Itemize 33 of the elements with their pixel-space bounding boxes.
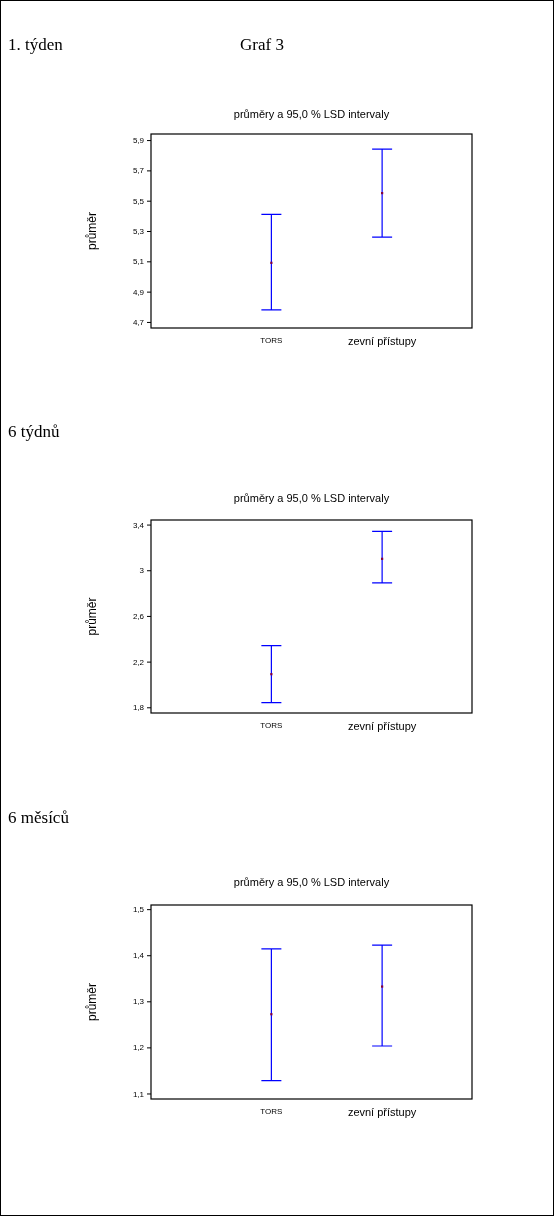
y-tick-label: 5,7	[132, 166, 145, 176]
y-tick-label: 5,9	[132, 136, 145, 146]
y-tick-label: 3,4	[132, 520, 145, 530]
y-tick-label: 2,6	[132, 611, 145, 621]
y-tick-label: 1,8	[132, 703, 145, 713]
chart-title: průměry a 95,0 % LSD intervaly	[233, 492, 390, 504]
chart-title: průměry a 95,0 % LSD intervaly	[233, 876, 390, 888]
y-tick-label: 3	[139, 566, 145, 576]
x-tick-label: zevní přístupy	[347, 720, 417, 732]
y-tick-label: 4,9	[132, 287, 145, 297]
text: 6 měsíců	[8, 808, 70, 827]
y-tick-label: 1,4	[132, 951, 145, 961]
x-tick-label: TORS	[260, 336, 283, 345]
x-tick-label: zevní přístupy	[347, 335, 417, 347]
x-tick-label: TORS	[260, 1107, 283, 1116]
y-axis-title: průměr	[85, 597, 99, 636]
y-axis-title: průměr	[85, 211, 99, 251]
x-tick-label: zevní přístupy	[347, 1106, 417, 1118]
y-tick-label: 1,5	[132, 905, 145, 915]
y-tick-label: 5,1	[132, 257, 145, 267]
chart-title: průměry a 95,0 % LSD intervaly	[233, 108, 390, 120]
text: 6 týdnů	[8, 422, 60, 441]
y-axis-title: průměr	[85, 982, 99, 1022]
text: 1. týden	[8, 35, 64, 54]
y-tick-label: 1,3	[132, 997, 145, 1007]
y-tick-label: 1,1	[132, 1089, 145, 1099]
y-tick-label: 2,2	[132, 657, 145, 667]
y-tick-label: 5,3	[132, 227, 145, 237]
x-tick-label: TORS	[260, 721, 283, 730]
y-tick-label: 4,7	[132, 318, 145, 327]
text: Graf 3	[240, 35, 284, 54]
y-tick-label: 5,5	[132, 196, 145, 206]
y-tick-label: 1,2	[132, 1043, 145, 1053]
